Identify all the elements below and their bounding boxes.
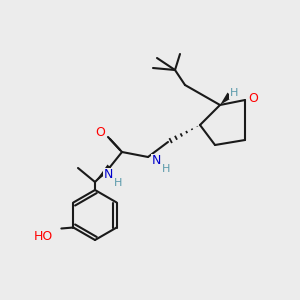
Text: H: H [230, 88, 238, 98]
Text: O: O [248, 92, 258, 104]
Polygon shape [95, 164, 112, 182]
Polygon shape [220, 92, 233, 105]
Text: O: O [95, 127, 105, 140]
Text: H: H [114, 178, 122, 188]
Text: N: N [151, 154, 161, 167]
Text: N: N [103, 169, 113, 182]
Text: H: H [162, 164, 170, 174]
Text: HO: HO [34, 230, 53, 243]
